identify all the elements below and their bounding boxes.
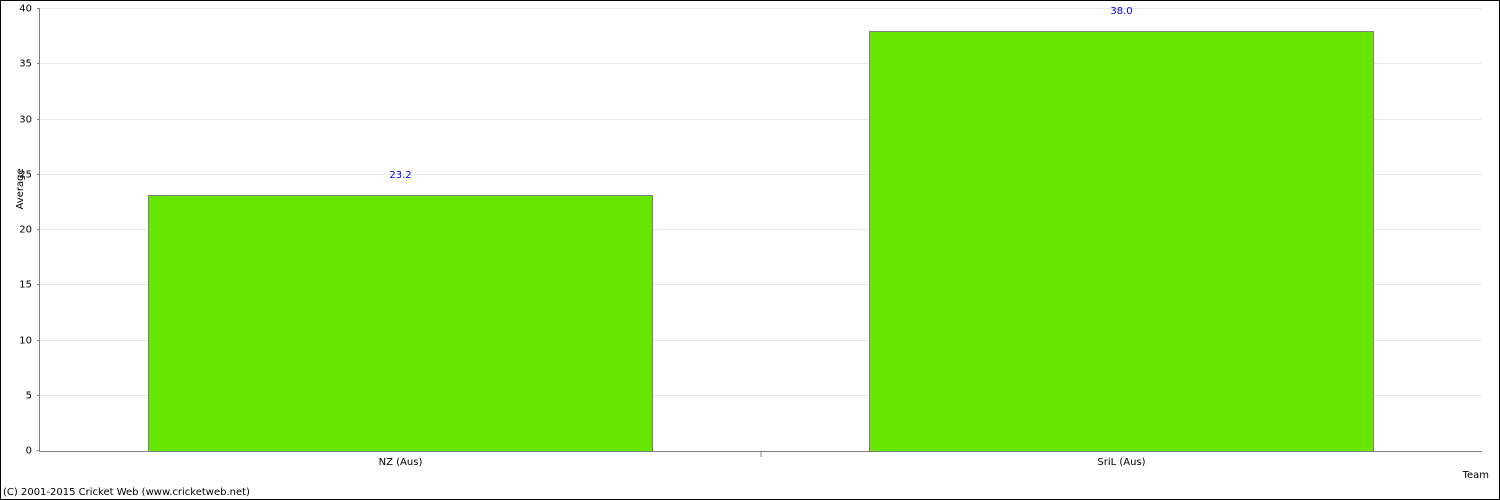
y-tick-label: 30 bbox=[19, 114, 32, 125]
y-tick-mark bbox=[37, 229, 40, 230]
chart-container: 051015202530354023.2NZ (Aus)38.0SriL (Au… bbox=[0, 0, 1500, 500]
y-tick-label: 20 bbox=[19, 225, 32, 236]
y-tick-label: 40 bbox=[19, 4, 32, 15]
plot-area: 051015202530354023.2NZ (Aus)38.0SriL (Au… bbox=[39, 9, 1482, 452]
y-tick-mark bbox=[37, 63, 40, 64]
bar bbox=[869, 31, 1374, 451]
y-tick-mark bbox=[37, 174, 40, 175]
y-tick-mark bbox=[37, 119, 40, 120]
y-tick-mark bbox=[37, 340, 40, 341]
gridline bbox=[40, 8, 1482, 9]
y-tick-label: 15 bbox=[19, 280, 32, 291]
y-tick-label: 0 bbox=[26, 446, 32, 457]
bar-value-label: 23.2 bbox=[389, 170, 411, 181]
y-tick-label: 5 bbox=[26, 390, 32, 401]
bar-value-label: 38.0 bbox=[1110, 6, 1132, 17]
y-tick-label: 10 bbox=[19, 335, 32, 346]
x-tick-label: NZ (Aus) bbox=[379, 457, 423, 468]
y-tick-mark bbox=[37, 284, 40, 285]
y-tick-label: 35 bbox=[19, 59, 32, 70]
x-tick-mark bbox=[761, 452, 762, 457]
y-tick-mark bbox=[37, 8, 40, 9]
bar bbox=[148, 195, 653, 451]
y-axis-label: Average bbox=[15, 168, 26, 209]
y-tick-mark bbox=[37, 395, 40, 396]
y-tick-mark bbox=[37, 450, 40, 451]
x-axis-label: Team bbox=[1463, 470, 1489, 481]
copyright-text: (C) 2001-2015 Cricket Web (www.cricketwe… bbox=[3, 487, 250, 498]
plot-inner: 051015202530354023.2NZ (Aus)38.0SriL (Au… bbox=[40, 9, 1482, 451]
x-tick-label: SriL (Aus) bbox=[1097, 457, 1145, 468]
